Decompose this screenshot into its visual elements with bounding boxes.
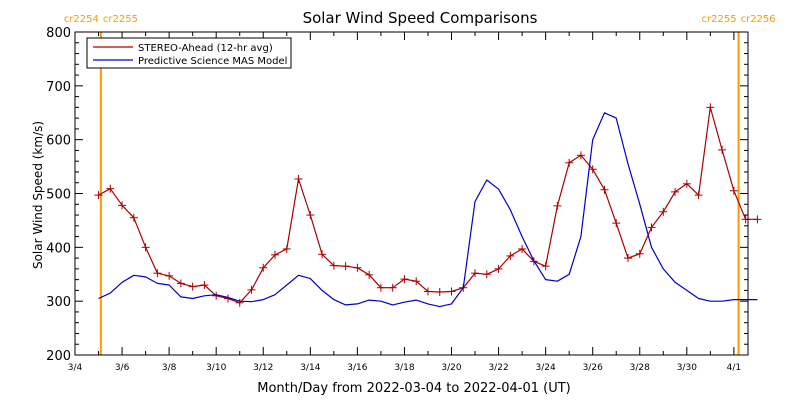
chart-title: Solar Wind Speed Comparisons (303, 9, 538, 27)
x-axis-label: Month/Day from 2022-03-04 to 2022-04-01 … (257, 381, 570, 396)
y-tick-label: 200 (46, 349, 71, 364)
data-point (282, 244, 291, 253)
y-axis-label: Solar Wind Speed (km/s) (31, 121, 45, 269)
x-tick-label: 3/30 (677, 363, 697, 373)
carrington-label-right: cr2255 (103, 14, 138, 25)
data-point (423, 287, 432, 296)
data-point (118, 201, 127, 210)
data-point (447, 287, 456, 296)
data-point (235, 298, 244, 307)
data-point (400, 275, 409, 284)
data-point (729, 186, 738, 195)
series-layer (94, 103, 762, 308)
data-point (365, 270, 374, 279)
data-point (682, 179, 691, 188)
x-tick-label: 3/28 (630, 363, 650, 373)
carrington-label-left: cr2254 (64, 14, 99, 25)
data-point (388, 283, 397, 292)
data-point (259, 263, 268, 272)
legend-box (86, 37, 292, 69)
y-tick-label: 700 (46, 80, 71, 95)
x-tick-label: 3/20 (441, 363, 461, 373)
data-point (518, 244, 527, 253)
x-tick-label: 4/1 (727, 363, 741, 373)
y-tick-label: 400 (46, 241, 71, 256)
data-point (318, 250, 327, 259)
series-line-mas-model (98, 112, 758, 308)
data-point (141, 243, 150, 252)
data-point (600, 185, 609, 194)
data-point (553, 201, 562, 210)
y-tick-label: 500 (46, 188, 71, 203)
x-tick-label: 3/4 (68, 363, 83, 373)
data-point (482, 270, 491, 279)
data-point (376, 283, 385, 292)
data-point (506, 251, 515, 260)
data-point (106, 184, 115, 193)
x-tick-label: 3/12 (253, 363, 273, 373)
legend: STEREO-Ahead (12-hr avg) Predictive Scie… (86, 37, 292, 69)
data-point (671, 187, 680, 196)
data-point (188, 282, 197, 291)
carrington-label-right: cr2256 (741, 14, 776, 25)
data-point (271, 250, 280, 259)
data-point (647, 223, 656, 232)
x-tick-label: 3/8 (162, 363, 177, 373)
data-point (635, 249, 644, 258)
x-tick-label: 3/14 (300, 363, 320, 373)
data-point (200, 281, 209, 290)
legend-label-model: Predictive Science MAS Model (138, 56, 287, 67)
x-tick-label: 3/24 (536, 363, 556, 373)
data-point (353, 263, 362, 272)
legend-label-stereo: STEREO-Ahead (12-hr avg) (138, 43, 273, 54)
carrington-label-left: cr2255 (702, 14, 737, 25)
x-tick-label: 3/18 (394, 363, 414, 373)
data-point (329, 261, 338, 270)
data-point (294, 174, 303, 183)
data-point (718, 145, 727, 154)
data-point (247, 285, 256, 294)
data-point (471, 269, 480, 278)
data-point (306, 211, 315, 220)
data-point (435, 288, 444, 297)
data-point (588, 165, 597, 174)
data-point (341, 262, 350, 271)
data-point (694, 191, 703, 200)
data-point (612, 219, 621, 228)
data-point (412, 277, 421, 286)
axes: 200 300 400 500 600 700 800 3/4 3/6 3/8 3/10 3/12 3/… (46, 26, 748, 373)
x-tick-label: 3/6 (115, 363, 130, 373)
x-tick-label: 3/16 (347, 363, 367, 373)
data-point (565, 158, 574, 167)
x-tick-label: 3/10 (206, 363, 226, 373)
data-point (494, 264, 503, 273)
y-tick-label: 800 (46, 26, 71, 41)
data-point (165, 271, 174, 280)
data-point (753, 215, 762, 224)
data-point (94, 191, 103, 200)
y-tick-label: 600 (46, 134, 71, 149)
x-tick-label: 3/22 (488, 363, 508, 373)
y-tick-label: 300 (46, 295, 71, 310)
data-point (153, 269, 162, 278)
data-point (706, 103, 715, 112)
data-point (129, 213, 138, 222)
data-point (541, 262, 550, 271)
data-point (659, 207, 668, 216)
data-point (176, 279, 185, 288)
data-point (576, 151, 585, 160)
data-point (623, 254, 632, 263)
x-tick-label: 3/26 (583, 363, 603, 373)
